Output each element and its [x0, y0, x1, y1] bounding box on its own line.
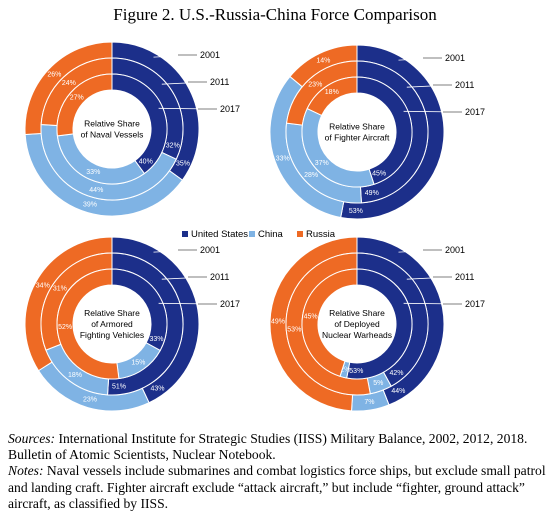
- data-label-china-2011: 44%: [89, 187, 103, 194]
- data-label-united-states-2011: 32%: [166, 142, 180, 149]
- ring-label-2011: 2011: [210, 77, 229, 87]
- legend-swatch-china: [249, 231, 255, 237]
- chart-title-line-3: Fighting Vehicles: [80, 330, 144, 340]
- ring-label-2011: 2011: [210, 272, 229, 282]
- data-label-china-2001: 23%: [83, 397, 97, 404]
- legend-swatch-united-states: [182, 231, 188, 237]
- data-label-china-2017: 15%: [131, 360, 145, 367]
- data-label-united-states-2001: 43%: [150, 385, 164, 392]
- data-label-china-2017: 37%: [315, 160, 329, 167]
- data-label-united-states-2017: 40%: [139, 158, 153, 165]
- donut-chart-3: 43% 23% 34% 51% 18% 31% 33% 15% 52% 2001 2011 2017 R…: [24, 236, 240, 412]
- data-label-united-states-2017: 53%: [349, 368, 363, 375]
- donut-chart-1: 35% 39% 26% 32% 44% 24% 40% 33% 27% 2001 2011 2017 R…: [24, 41, 240, 217]
- data-label-united-states-2011: 51%: [112, 383, 126, 390]
- data-label-china-2001: 39%: [83, 202, 97, 209]
- data-label-china-2017: 2%: [340, 366, 350, 373]
- ring-label-2001: 2001: [445, 245, 465, 255]
- chart-title-line-3: Nuclear Warheads: [322, 330, 392, 340]
- chart-title-line-1: Relative Share: [329, 122, 385, 132]
- sources-line: Sources: International Institute for Str…: [8, 431, 548, 463]
- donut-chart-4: 44%7%49%42%5%53%53%2%45%200120112017Rela…: [269, 236, 485, 412]
- sources-label: Sources:: [8, 431, 56, 446]
- data-label-china-2011: 18%: [68, 372, 82, 379]
- data-label-united-states-2017: 33%: [149, 336, 163, 343]
- sources-text: International Institute for Strategic St…: [8, 431, 528, 463]
- slice-united-states-2017: [346, 268, 413, 380]
- ring-label-2017: 2017: [220, 104, 240, 114]
- charts-canvas: 35% 39% 26% 32% 44% 24% 40% 33% 27% 2001 2011 2017 R…: [24, 41, 485, 412]
- figure-title: Figure 2. U.S.-Russia-China Force Compar…: [113, 5, 437, 24]
- data-label-russia-2001: 34%: [36, 283, 50, 290]
- data-label-china-2017: 33%: [86, 169, 100, 176]
- legend: United States China Russia: [182, 229, 336, 240]
- data-label-russia-2011: 31%: [53, 285, 67, 292]
- chart-title-line-2: of Armored: [91, 319, 133, 329]
- chart-title-line-2: of Deployed: [334, 319, 380, 329]
- notes-line: Notes: Naval vessels include submarines …: [8, 463, 548, 512]
- leader-line-2001: [398, 249, 443, 253]
- source-notes: Sources: International Institute for Str…: [8, 431, 548, 512]
- slice-russia-2017: [56, 73, 113, 137]
- data-label-russia-2017: 52%: [58, 324, 72, 331]
- data-label-russia-2011: 53%: [287, 327, 301, 334]
- legend-label-russia: Russia: [306, 229, 336, 240]
- data-label-russia-2017: 45%: [304, 313, 318, 320]
- data-label-russia-2017: 27%: [70, 95, 84, 102]
- ring-label-2017: 2017: [465, 107, 485, 117]
- chart-title-line-1: Relative Share: [84, 308, 140, 318]
- data-label-china-2011: 28%: [304, 172, 318, 179]
- notes-text: Naval vessels include submarines and com…: [8, 463, 546, 511]
- data-label-russia-2011: 23%: [308, 82, 322, 89]
- data-label-united-states-2017: 45%: [372, 170, 386, 177]
- data-label-united-states-2001: 35%: [176, 160, 190, 167]
- data-label-russia-2011: 24%: [62, 80, 76, 87]
- leader-line-2011: [406, 276, 453, 280]
- legend-label-china: China: [258, 229, 284, 240]
- slice-russia-2017: [301, 268, 358, 377]
- leader-line-2011: [161, 276, 208, 280]
- notes-label: Notes:: [8, 463, 44, 479]
- data-label-russia-2001: 26%: [47, 72, 61, 79]
- ring-label-2001: 2001: [445, 53, 465, 63]
- data-label-russia-2001: 14%: [316, 57, 330, 64]
- leader-line-2001: [153, 249, 198, 253]
- data-label-russia-2001: 49%: [271, 318, 285, 325]
- ring-label-2011: 2011: [455, 272, 474, 282]
- chart-title-line-1: Relative Share: [84, 119, 140, 129]
- donut-chart-2: 53% 33% 14% 49% 28% 23% 45% 37% 18% 2001 2011 2017 R…: [269, 44, 485, 220]
- ring-label-2001: 2001: [200, 245, 220, 255]
- data-label-united-states-2001: 53%: [349, 208, 363, 215]
- legend-swatch-russia: [297, 231, 303, 237]
- chart-title-line-2: of Fighter Aircraft: [325, 133, 390, 143]
- ring-label-2017: 2017: [220, 299, 240, 309]
- slice-russia-2017: [56, 268, 120, 380]
- data-label-russia-2017: 18%: [325, 89, 339, 96]
- ring-label-2017: 2017: [465, 299, 485, 309]
- leader-line-2011: [406, 84, 453, 88]
- ring-label-2001: 2001: [200, 50, 220, 60]
- ring-label-2011: 2011: [455, 80, 474, 90]
- chart-title-line-2: of Naval Vessels: [81, 130, 144, 140]
- chart-title-line-1: Relative Share: [329, 308, 385, 318]
- slice-russia-2017: [306, 76, 358, 117]
- data-label-china-2011: 5%: [373, 380, 383, 387]
- leader-line-2011: [161, 81, 208, 85]
- data-label-united-states-2001: 44%: [391, 388, 405, 395]
- legend-label-united-states: United States: [191, 229, 248, 240]
- data-label-united-states-2011: 42%: [389, 370, 403, 377]
- data-label-china-2001: 7%: [364, 399, 374, 406]
- data-label-united-states-2011: 49%: [365, 190, 379, 197]
- data-label-china-2001: 33%: [276, 156, 290, 163]
